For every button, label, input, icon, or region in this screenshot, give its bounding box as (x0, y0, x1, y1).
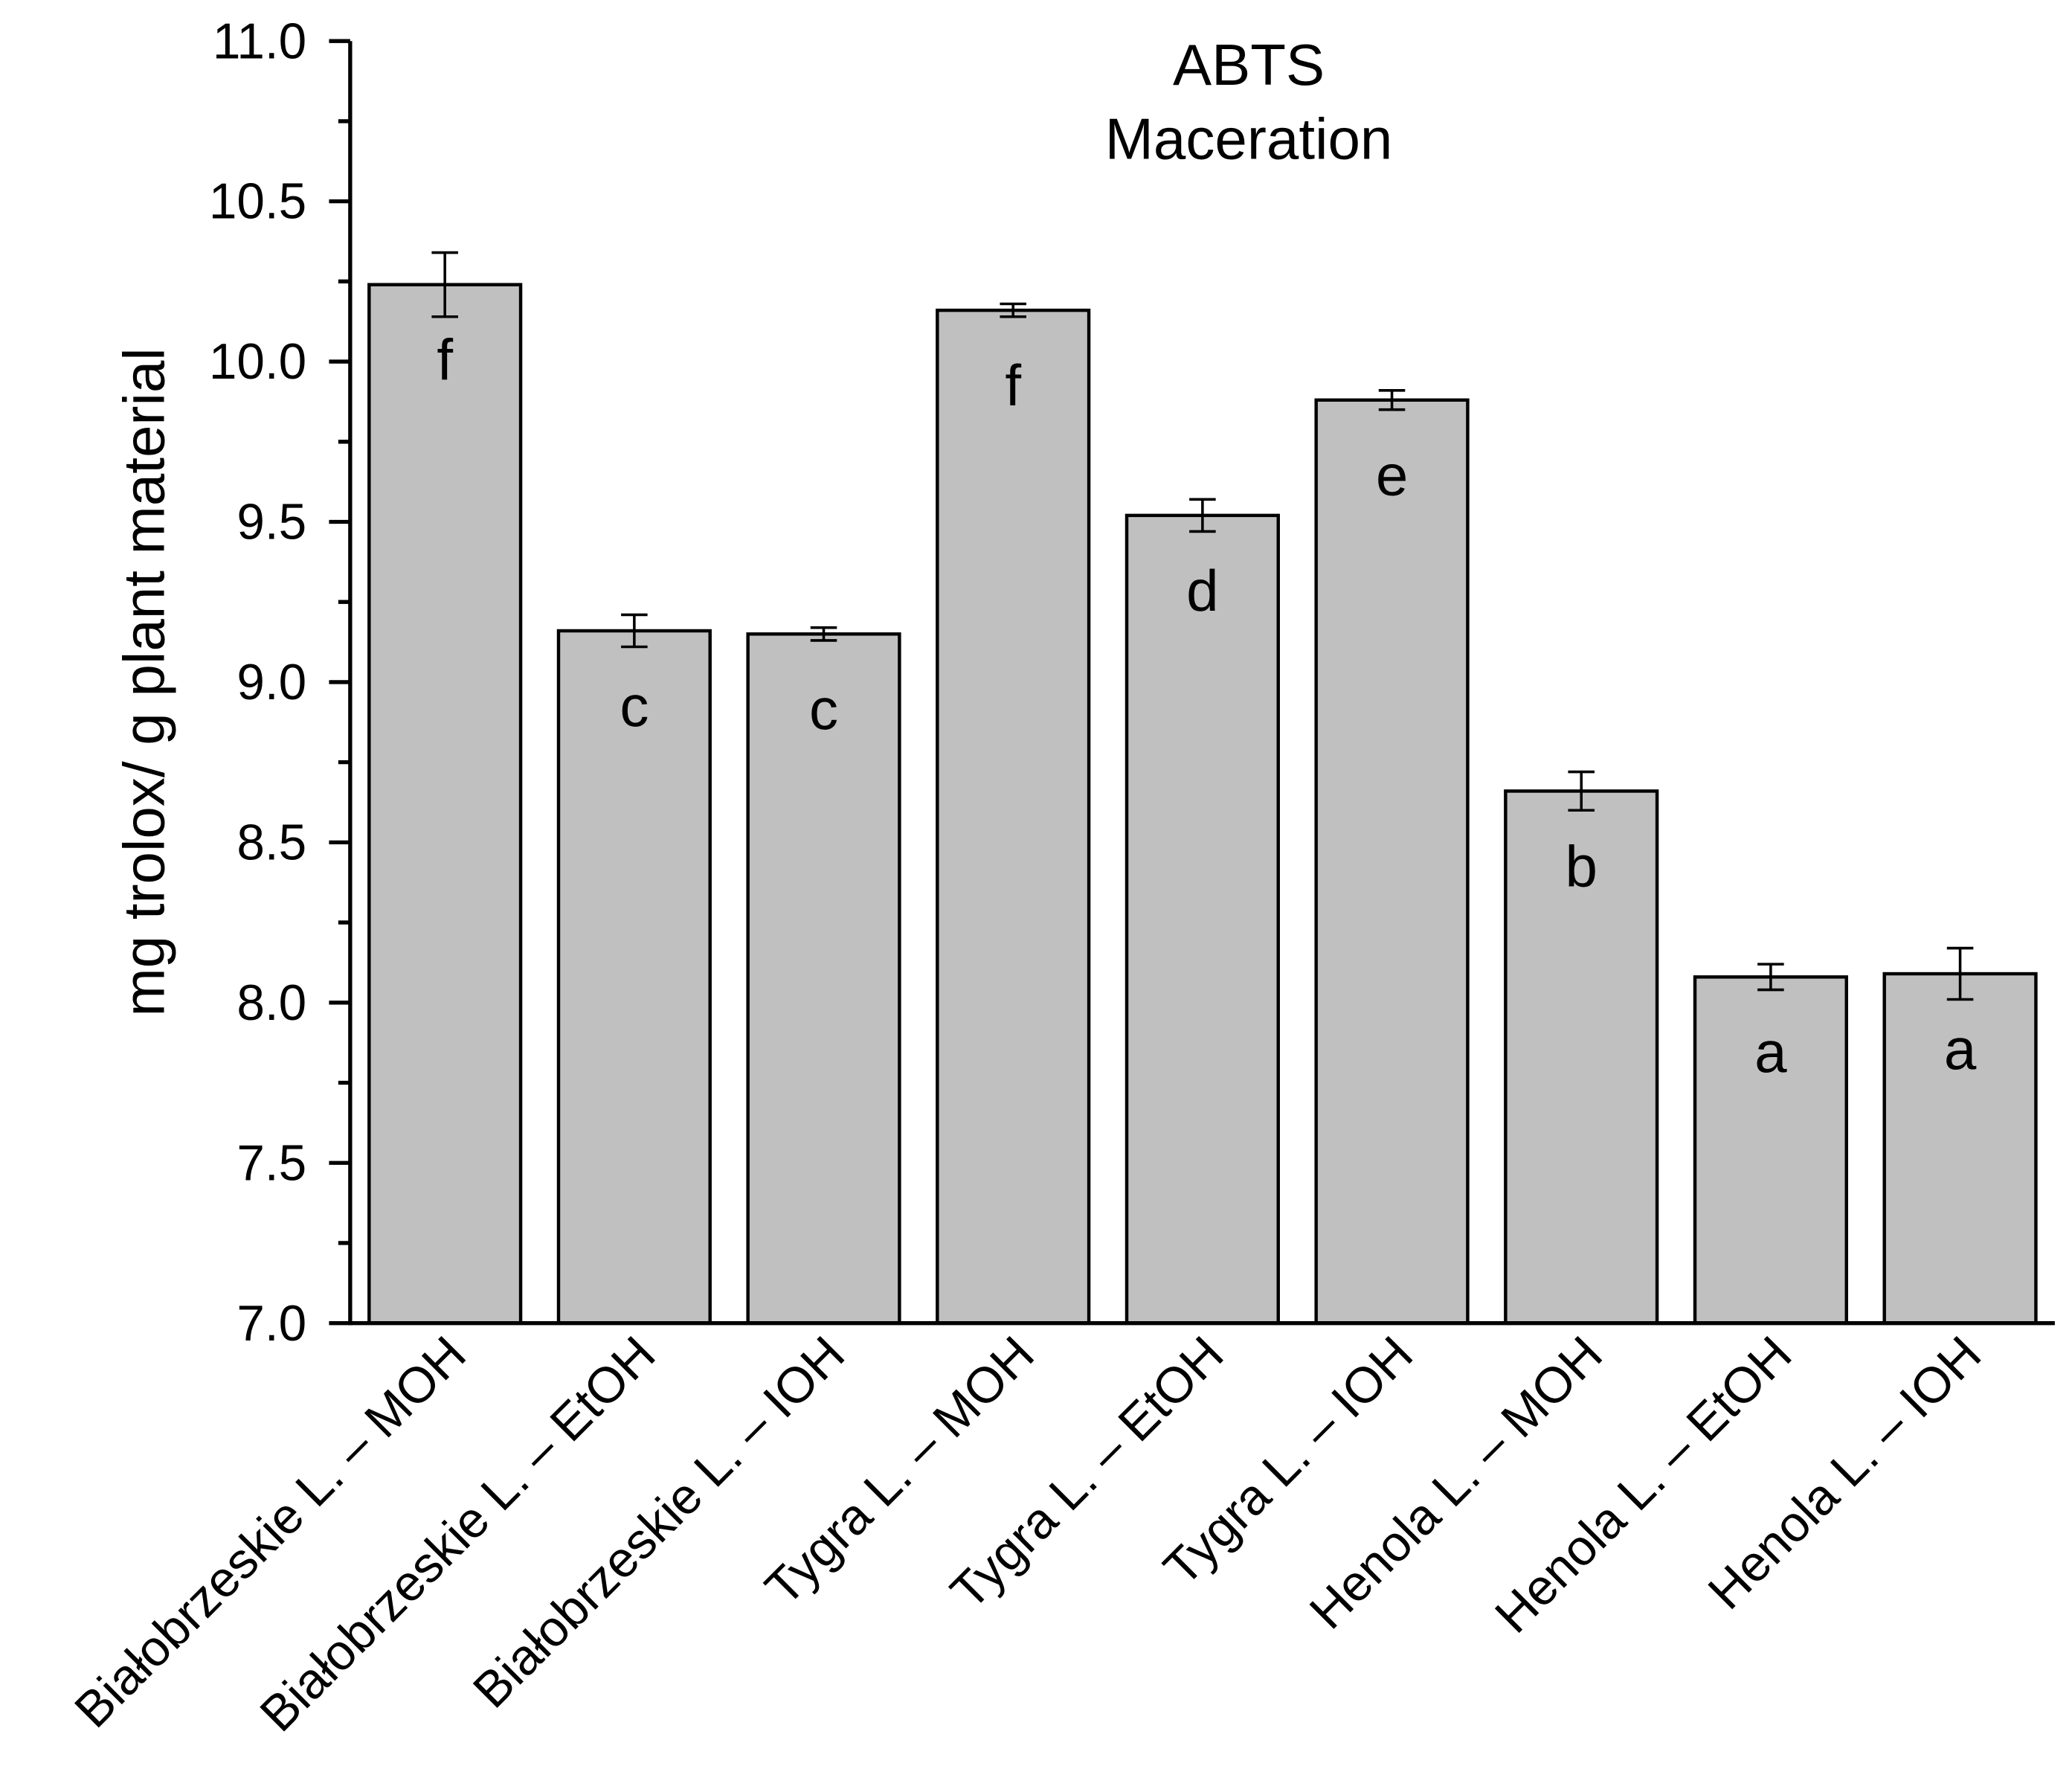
bar (746, 632, 901, 1325)
bar (1504, 789, 1659, 1325)
error-bar (1757, 963, 1784, 992)
y-tick-label: 10.5 (209, 174, 306, 230)
bar (1882, 972, 2038, 1325)
error-bar (1946, 946, 1974, 1001)
x-tick-label: Białobrzeskie L. – EtOH (250, 1326, 666, 1742)
chart-subtitle: Maceration (1105, 106, 1393, 171)
significance-letter: f (1005, 353, 1021, 418)
y-tick-label: 7.0 (237, 1296, 306, 1352)
significance-letter: f (437, 327, 453, 393)
y-axis-label: mg trolox/ g plant material (111, 347, 176, 1016)
bar (936, 308, 1091, 1325)
y-tick-label: 8.0 (237, 975, 306, 1031)
significance-letter: c (620, 673, 649, 739)
bar (367, 283, 523, 1325)
error-bar (621, 613, 648, 649)
error-bar (1568, 770, 1595, 812)
significance-letter: e (1376, 443, 1408, 508)
y-tick-label: 7.5 (237, 1135, 306, 1191)
x-tick-label: Białobrzeskie L. – MOH (64, 1326, 476, 1738)
error-bar (1378, 389, 1406, 411)
significance-letter: b (1565, 833, 1597, 899)
y-tick-label: 11.0 (213, 13, 306, 69)
error-bar (810, 626, 837, 642)
error-bar (1000, 302, 1026, 318)
x-tick-label: Białobrzeskie L. – IOH (463, 1326, 855, 1718)
y-tick-label: 8.5 (237, 815, 306, 870)
bar (1125, 513, 1280, 1325)
bar (1693, 975, 1848, 1325)
significance-letter: a (1944, 1016, 1977, 1082)
y-tick-label: 9.0 (237, 655, 306, 710)
significance-letter: a (1754, 1019, 1787, 1085)
bar (556, 629, 712, 1325)
error-bar (431, 251, 458, 318)
significance-letter: d (1186, 558, 1218, 623)
significance-letter: c (809, 676, 838, 742)
y-tick-label: 10.0 (209, 334, 306, 390)
chart-title: ABTS (1173, 32, 1325, 97)
error-bar (1189, 498, 1216, 533)
bar (1314, 398, 1470, 1325)
y-tick-label: 9.5 (237, 495, 306, 550)
